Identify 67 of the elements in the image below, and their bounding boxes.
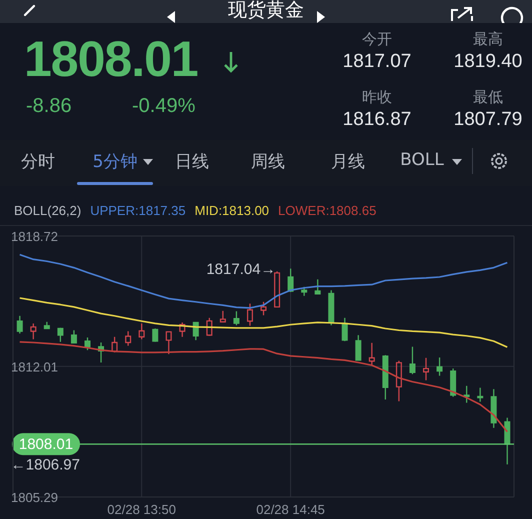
- line-series: [18, 254, 508, 309]
- candlestick: [30, 322, 36, 340]
- candlestick: [274, 270, 280, 308]
- annotation: 1817.04→: [206, 260, 276, 278]
- ref-line-label: 1808.01: [18, 436, 74, 454]
- text: 周线: [250, 151, 286, 173]
- text: 昨收: [361, 88, 393, 107]
- text: 1816.87: [342, 109, 412, 131]
- chart-title: 现货黄金: [227, 0, 305, 23]
- candlestick: [166, 330, 172, 355]
- candlestick: [477, 387, 484, 402]
- candlestick: [233, 310, 240, 326]
- candlestick: [382, 354, 388, 400]
- candlestick: [179, 322, 186, 338]
- candlestick: [206, 317, 212, 336]
- text: MID:1813.00: [194, 203, 270, 218]
- candlestick: [70, 330, 77, 344]
- text: LOWER:1808.65: [278, 203, 376, 218]
- candlestick: [125, 330, 132, 346]
- candlestick: [342, 317, 348, 342]
- text: 最高: [472, 30, 504, 49]
- candlestick: [314, 278, 321, 296]
- candlestick: [112, 336, 118, 354]
- candlestick: [16, 315, 23, 334]
- candlestick: [57, 327, 64, 343]
- candlestick: [220, 310, 226, 324]
- x-tick-label: 02/28 13:50: [107, 502, 176, 518]
- text: -0.49%: [132, 95, 196, 118]
- y-tick-label: 1818.72: [11, 229, 58, 244]
- candlestick: [464, 385, 470, 404]
- candlestick: [84, 336, 90, 351]
- candlestick: [423, 357, 430, 381]
- text: BOLL: [399, 150, 445, 170]
- text: 5分钟: [92, 151, 138, 173]
- text: 日线: [174, 151, 210, 173]
- text: -8.86: [26, 95, 72, 118]
- text: 最低: [472, 88, 504, 107]
- candlestick: [44, 321, 50, 330]
- candlestick: [368, 342, 375, 366]
- text: UPPER:1817.35: [90, 203, 186, 218]
- candlestick: [260, 301, 267, 316]
- candlestick: [301, 286, 308, 296]
- text: 月线: [330, 151, 366, 173]
- x-tick-label: 02/28 14:45: [256, 502, 325, 518]
- legend-title: BOLL(26,2): [14, 203, 82, 218]
- candlestick: [355, 334, 362, 362]
- candlestick: [490, 388, 497, 428]
- candlestick: [504, 417, 510, 465]
- y-tick-label: 1805.29: [11, 490, 58, 505]
- y-tick-label: 1812.01: [11, 359, 58, 374]
- annotation: ←1806.97: [10, 456, 80, 474]
- candlestick: [396, 360, 402, 402]
- candlestick: [138, 322, 145, 340]
- candlestick: [328, 290, 334, 326]
- text: 1819.40: [452, 51, 524, 73]
- candlestick: [246, 303, 253, 326]
- text: 今开: [361, 30, 393, 49]
- candlestick: [436, 356, 443, 376]
- candlestick: [288, 268, 294, 293]
- text: 分时: [20, 151, 56, 173]
- candlestick: [409, 346, 416, 375]
- text: 1807.79: [452, 109, 524, 131]
- text: 1817.07: [342, 51, 412, 73]
- candlestick: [450, 368, 456, 398]
- candlestick: [152, 328, 158, 343]
- line-series: [18, 297, 508, 348]
- text: 1808.01: [24, 30, 198, 88]
